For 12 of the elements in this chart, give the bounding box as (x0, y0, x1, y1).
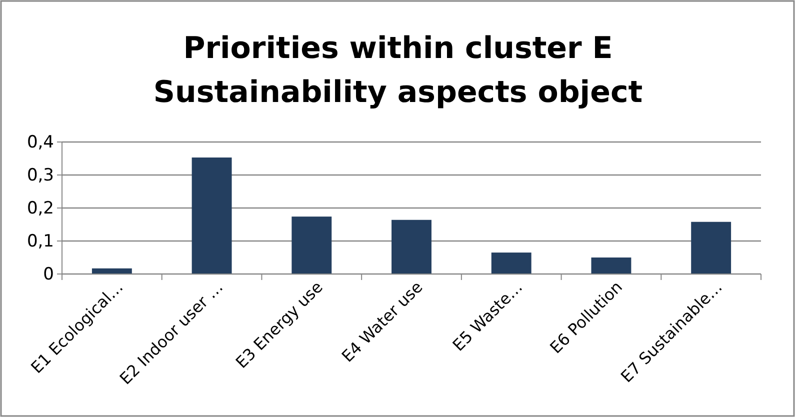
bar (292, 216, 332, 274)
y-tick-label: 0,3 (26, 165, 54, 186)
y-tick-label: 0,4 (26, 132, 54, 152)
bar (691, 222, 732, 274)
y-tick-label: 0,1 (26, 231, 54, 252)
y-tick-label: 0,2 (26, 198, 54, 218)
bar (591, 258, 632, 274)
bar (491, 252, 532, 274)
bar (392, 220, 432, 274)
bar (192, 158, 232, 274)
y-tick-label: 0 (43, 264, 54, 284)
chart-title: Priorities within cluster E Sustainability aspects object (153, 31, 643, 110)
